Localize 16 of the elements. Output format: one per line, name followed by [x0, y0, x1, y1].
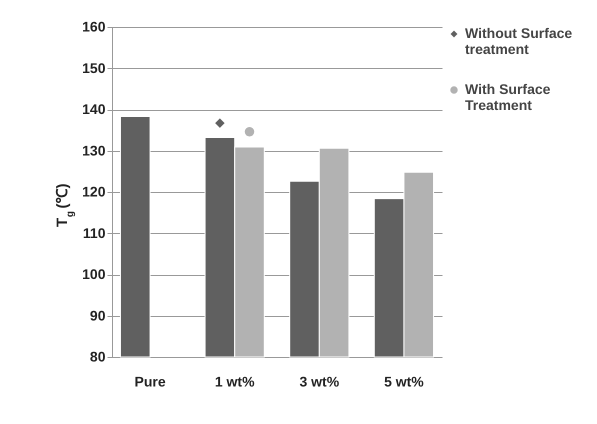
x-tick-label: Pure: [134, 374, 166, 390]
y-tick-label: 130: [82, 142, 106, 158]
y-tick-label: 90: [90, 307, 106, 324]
x-tick-label: 3 wt%: [299, 374, 340, 390]
y-tick-label: 100: [82, 266, 106, 282]
y-axis-title: Tg (℃): [54, 184, 76, 227]
y-tick-label: 160: [82, 18, 106, 34]
legend-label: Without Surface treatment: [465, 25, 572, 57]
y-tick-label: 110: [82, 224, 106, 241]
x-tick-label: 1 wt%: [214, 374, 256, 390]
x-tick-label: 5 wt%: [384, 374, 424, 390]
legend-label: With Surface Treatment: [465, 81, 551, 113]
y-tick-label: 140: [82, 101, 106, 117]
y-tick-label: 120: [82, 184, 106, 200]
y-tick-label: 150: [82, 60, 106, 76]
y-tick-label: 80: [90, 348, 106, 364]
